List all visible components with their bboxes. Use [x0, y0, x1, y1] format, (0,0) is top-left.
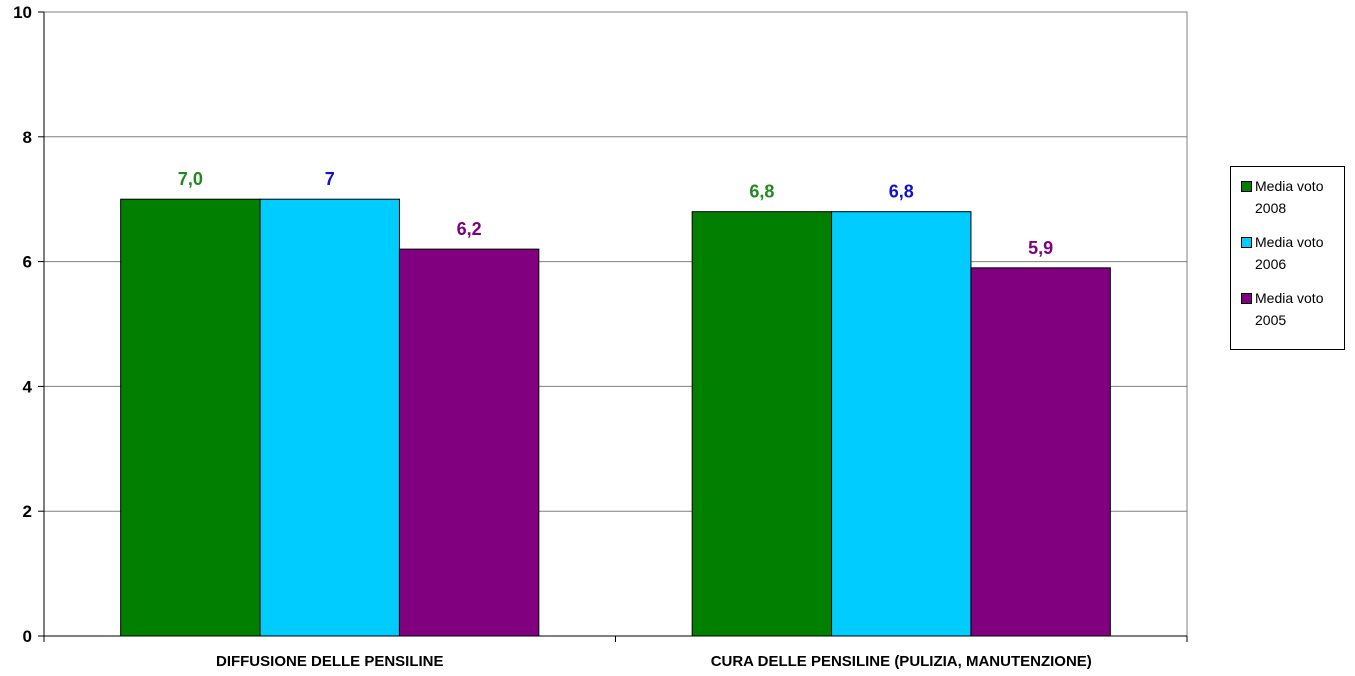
y-tick-labels: 0 2 4 6 8 10	[13, 3, 32, 646]
y-tick-label: 0	[23, 627, 32, 646]
bar	[120, 198, 261, 637]
data-label: 7	[325, 169, 335, 189]
y-tick-label: 8	[23, 128, 32, 147]
legend-label-2008: Media voto 2008	[1255, 175, 1341, 219]
y-tick-label: 6	[23, 253, 32, 272]
legend-swatch-2005	[1241, 293, 1252, 304]
y-tick-label: 2	[23, 502, 32, 521]
legend-label-2008-line2: 2008	[1255, 200, 1287, 216]
legend-label-2006-line1: Media voto	[1255, 234, 1324, 250]
x-category-labels: DIFFUSIONE DELLE PENSILINE CURA DELLE PEN…	[216, 653, 1092, 670]
legend-label-2005: Media voto 2005	[1255, 287, 1341, 331]
axes	[38, 11, 1188, 642]
x-category-label: DIFFUSIONE DELLE PENSILINE	[216, 653, 444, 670]
bar	[259, 198, 400, 637]
data-label: 6,8	[889, 182, 914, 202]
bar	[970, 267, 1111, 637]
legend-label-2005-line1: Media voto	[1255, 290, 1324, 306]
legend-label-2005-line2: 2005	[1255, 312, 1287, 328]
legend-swatch-2008	[1241, 181, 1252, 192]
data-label: 6,2	[457, 219, 482, 239]
legend-swatch-2006	[1241, 237, 1252, 248]
data-label: 6,8	[749, 182, 774, 202]
bar	[398, 248, 540, 637]
data-labels: 7,0 7 6,2 6,8 6,8 5,9	[178, 169, 1053, 258]
bar	[831, 211, 972, 637]
bar	[691, 211, 833, 637]
y-tick-label: 4	[23, 377, 33, 396]
x-category-label: CURA DELLE PENSILINE (PULIZIA, MANUTENZI…	[711, 653, 1092, 670]
legend-label-2008-line1: Media voto	[1255, 178, 1324, 194]
legend-label-2006: Media voto 2006	[1255, 231, 1341, 275]
bars	[120, 198, 1111, 637]
data-label: 7,0	[178, 169, 203, 189]
y-tick-label: 10	[13, 3, 32, 22]
data-label: 5,9	[1028, 238, 1053, 258]
legend-label-2006-line2: 2006	[1255, 256, 1287, 272]
legend: Media voto 2008 Media voto 2006 Media vo…	[1230, 166, 1345, 350]
